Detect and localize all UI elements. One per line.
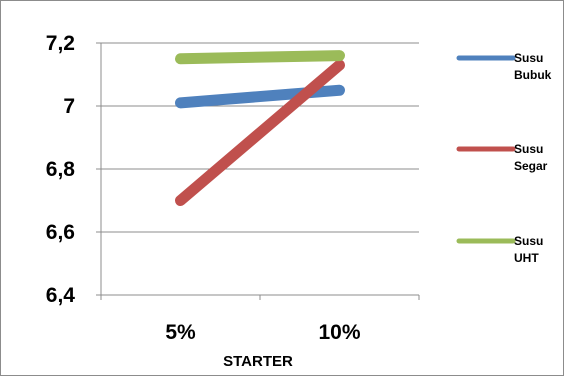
series-line-susu-uht <box>175 50 345 65</box>
series-lines <box>175 50 345 206</box>
legend-item-susu-bubuk: Susu Bubuk <box>456 51 552 82</box>
series-line-susu-segar <box>175 59 345 206</box>
y-tick-label: 6,4 <box>46 284 76 307</box>
legend-label: Susu Bubuk <box>514 51 552 82</box>
y-tick-label: 7 <box>63 95 75 118</box>
y-tick-label: 7,2 <box>46 32 75 55</box>
x-axis-title: STARTER <box>223 353 293 370</box>
x-tick-labels: 5% 10% <box>165 321 361 344</box>
y-tick-labels: 6,4 6,6 6,8 7 7,2 <box>46 32 76 307</box>
x-tick-label: 5% <box>165 321 196 344</box>
legend-label: Susu UHT <box>514 234 543 265</box>
legend-label: Susu Segar <box>514 142 548 173</box>
x-tick-label: 10% <box>318 321 360 344</box>
legend-item-susu-uht: Susu UHT <box>456 234 543 265</box>
axes <box>96 42 420 300</box>
legend-item-susu-segar: Susu Segar <box>456 142 548 173</box>
y-tick-label: 6,8 <box>46 158 76 181</box>
y-tick-label: 6,6 <box>46 221 75 244</box>
legend: Susu Bubuk Susu Segar Susu UHT <box>456 51 552 265</box>
gridlines <box>101 42 419 233</box>
